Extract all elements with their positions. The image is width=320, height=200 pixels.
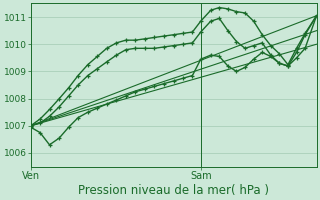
X-axis label: Pression niveau de la mer( hPa ): Pression niveau de la mer( hPa ) <box>78 184 269 197</box>
